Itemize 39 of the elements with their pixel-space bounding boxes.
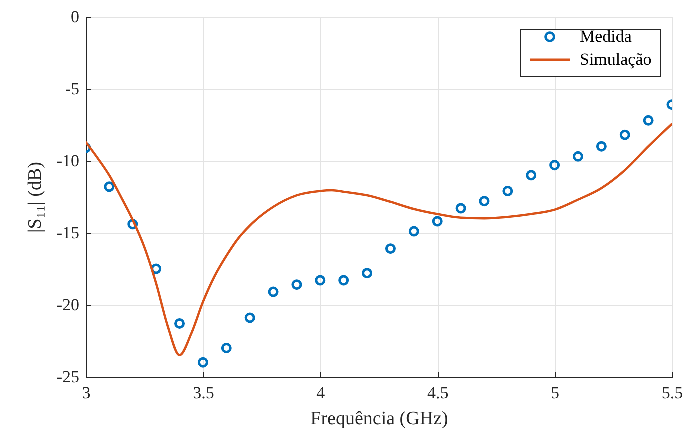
point — [362, 268, 373, 279]
point — [502, 186, 514, 196]
x-tick-label: 5.5 — [662, 384, 684, 402]
x-axis-title: Frequência (GHz) — [310, 408, 448, 430]
y-tick-label: -15 — [56, 224, 80, 242]
point — [596, 141, 607, 152]
point — [174, 318, 186, 329]
point — [315, 275, 326, 286]
point — [198, 357, 208, 368]
x-tick-label: 5 — [551, 384, 560, 402]
y-tick-label: -20 — [56, 296, 80, 314]
y-axis-title: |S₁₁| (dB) — [24, 162, 46, 233]
y-tick-label: -25 — [56, 368, 80, 386]
legend-label: Simulação — [580, 50, 652, 69]
point — [432, 216, 443, 227]
point — [620, 130, 630, 140]
point — [572, 151, 584, 162]
point — [292, 280, 302, 290]
legend-label: Medida — [580, 27, 632, 46]
x-tick-label: 3.5 — [193, 384, 214, 402]
x-tick-label: 4.5 — [427, 384, 449, 402]
point — [456, 203, 466, 214]
point — [244, 312, 256, 324]
point — [479, 196, 490, 207]
point — [385, 244, 396, 254]
x-tick-label: 3 — [82, 384, 91, 402]
point — [338, 275, 350, 286]
point — [643, 115, 654, 126]
point — [268, 286, 279, 298]
y-tick-label: -10 — [56, 152, 80, 170]
point — [550, 160, 560, 171]
point — [408, 226, 420, 237]
y-tick-label: 0 — [71, 8, 80, 26]
line-series — [86, 123, 672, 357]
point — [104, 182, 115, 192]
x-tick-label: 4 — [316, 384, 326, 402]
point — [526, 170, 537, 181]
y-tick-label: -5 — [65, 80, 80, 98]
point — [221, 342, 232, 354]
